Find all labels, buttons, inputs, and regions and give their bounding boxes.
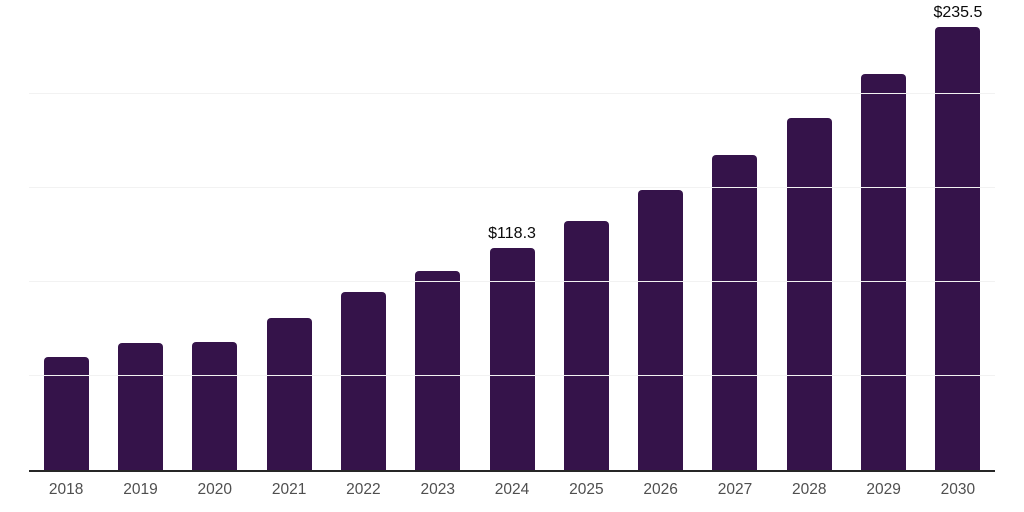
bar-2027: [712, 155, 758, 470]
x-tick-2019: 2019: [123, 481, 158, 498]
bar-group-2021: [252, 0, 326, 470]
bar-group-2018: [29, 0, 103, 470]
bar-2020: [192, 341, 238, 470]
bar-2025: [563, 220, 609, 470]
bar-group-2024: $118.3: [475, 0, 549, 470]
gridline-150: [29, 187, 995, 188]
gridline-200: [29, 93, 995, 94]
x-tick-2023: 2023: [420, 481, 455, 498]
value-label-2024: $118.3: [488, 224, 536, 242]
x-tick-2029: 2029: [866, 481, 901, 498]
x-tick-2028: 2028: [792, 481, 827, 498]
bar-group-2025: [549, 0, 623, 470]
bars-container: $118.3 $235.5: [29, 0, 995, 470]
bar-2028: [786, 117, 832, 470]
bar-group-2023: [401, 0, 475, 470]
bar-2018: [43, 357, 89, 470]
bar-2021: [266, 317, 312, 470]
plot-area: $118.3 $235.5: [29, 0, 995, 472]
gridline-50: [29, 375, 995, 376]
bar-group-2028: [772, 0, 846, 470]
bar-2019: [117, 342, 163, 470]
x-tick-2021: 2021: [271, 481, 307, 498]
bar-group-2030: $235.5: [921, 0, 995, 470]
bar-2029: [861, 73, 907, 470]
bar-group-2022: [326, 0, 400, 470]
x-axis: 2018 2019 2020 2021 2022 2023 2024 2025 2026 2027…: [29, 479, 995, 501]
bar-2030: [935, 27, 981, 470]
bar-2023: [415, 270, 461, 470]
x-tick-2020: 2020: [197, 481, 233, 498]
bar-2026: [638, 189, 684, 470]
x-tick-2030: 2030: [940, 481, 976, 498]
bar-group-2019: [103, 0, 177, 470]
x-tick-2024: 2024: [494, 481, 530, 498]
value-label-2030: $235.5: [933, 4, 983, 22]
gridline-100: [29, 281, 995, 282]
x-tick-2027: 2027: [717, 481, 753, 498]
bar-group-2027: [698, 0, 772, 470]
bar-group-2020: [178, 0, 252, 470]
bar-group-2026: [624, 0, 698, 470]
x-tick-2022: 2022: [346, 481, 381, 498]
bar-2024: [489, 247, 535, 470]
x-tick-2018: 2018: [48, 481, 84, 498]
x-tick-2025: 2025: [569, 481, 604, 498]
bar-group-2029: [846, 0, 920, 470]
x-tick-2026: 2026: [643, 481, 678, 498]
bar-2022: [340, 292, 386, 470]
